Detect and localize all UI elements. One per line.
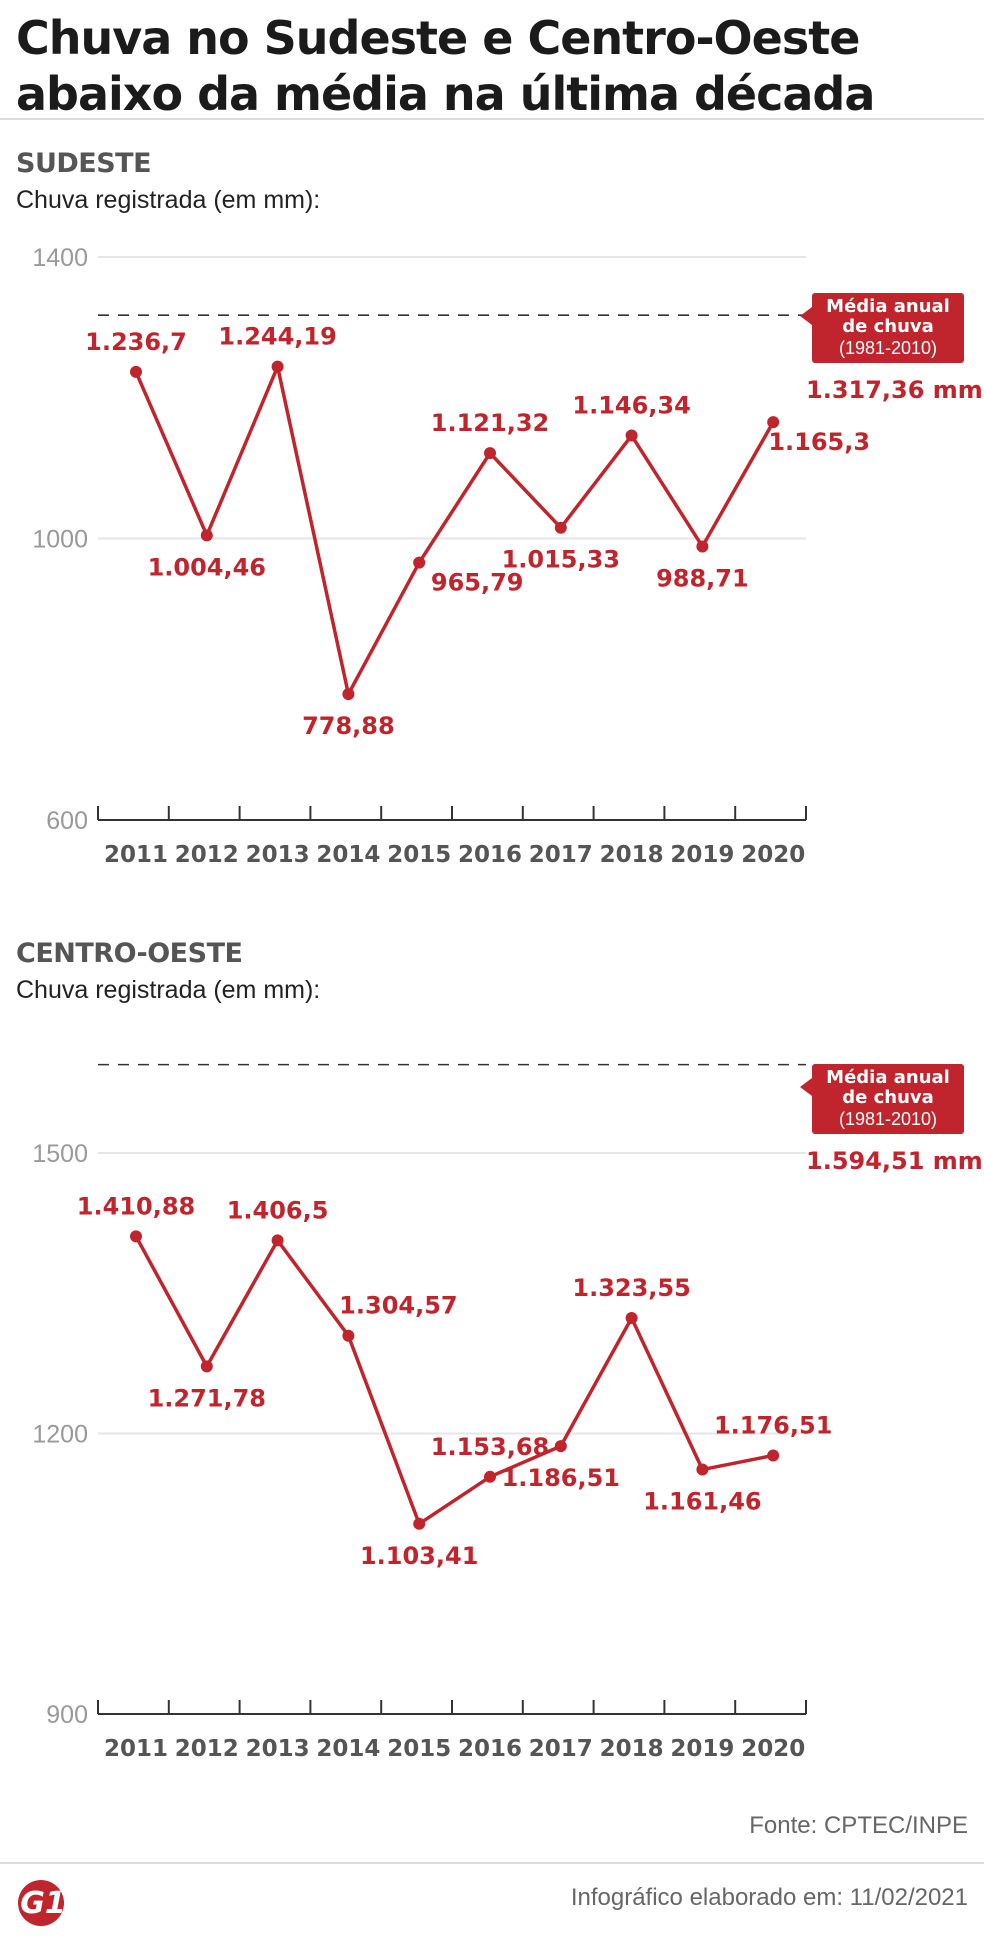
data-point [484,447,496,460]
page-title: Chuva no Sudeste e Centro-Oeste abaixo d… [16,11,875,121]
chart-1-ylabel: Chuva registrada (em mm): [16,186,321,214]
data-label: 1.236,7 [85,328,187,356]
x-tick-label: 2013 [246,842,310,868]
y-tick-label: 1000 [32,526,88,554]
x-tick-label: 2016 [458,842,522,868]
series-line [134,1235,774,1526]
g1-logo-text: G1 [20,1886,66,1921]
data-point [625,429,638,442]
data-label: 1.304,57 [339,1292,457,1320]
data-point [413,1517,426,1530]
data-point [271,1234,284,1247]
x-tick-label: 2020 [741,1736,805,1762]
x-tick-label: 2016 [458,1736,522,1762]
data-label: 1.004,46 [148,553,266,581]
series-line [134,364,775,696]
data-point [484,1470,496,1483]
g1-logo: G1 [18,1880,66,1926]
y-tick-label: 1200 [32,1421,88,1449]
data-point [696,540,709,553]
y-tick-label: 600 [46,807,88,835]
data-label: 778,88 [302,712,395,740]
data-label: 1.165,3 [768,428,870,456]
average-callout-period: (1981-2010) [838,338,938,358]
y-tick-label: 1400 [32,244,88,272]
x-tick-label: 2012 [175,1736,239,1762]
y-tick-label: 1500 [32,1140,88,1168]
data-point [767,416,780,429]
average-callout-period: (1981-2010) [838,1109,938,1129]
x-tick-label: 2011 [104,842,168,868]
footer-divider [0,1862,984,1864]
average-callout-1: Média anual de chuva (1981-2010) [800,293,964,363]
x-tick-label: 2019 [670,842,734,868]
data-label: 1.015,33 [502,546,620,574]
data-point [130,365,142,378]
x-tick-label: 2014 [316,842,380,868]
x-tick-label: 2012 [175,842,239,868]
chart-sudeste: 1400 1000 600 2011 2012 2013 2014 2015 2016 2017 2… [32,244,870,868]
data-label: 1.271,78 [148,1384,266,1412]
average-value-2: 1.594,51 mm [806,1147,983,1175]
data-label: 988,71 [656,564,749,592]
data-label: 1.410,88 [77,1192,195,1220]
data-label: 1.103,41 [360,1542,478,1570]
data-label: 1.161,46 [643,1488,761,1516]
footer-note: Infográfico elaborado em: 11/02/2021 [570,1884,968,1911]
data-point [200,529,213,542]
average-callout-label: Média anual de chuva [826,1067,950,1108]
data-label: 1.146,34 [572,392,690,420]
data-point [625,1311,638,1324]
data-point [554,1440,567,1453]
data-point [767,1449,780,1462]
y-tick-label: 900 [46,1701,88,1729]
x-tick-label: 2017 [529,1736,593,1762]
average-callout-label: Média anual de chuva [826,296,950,337]
data-label: 1.153,68 [431,1433,549,1461]
x-tick-label: 2014 [316,1736,380,1762]
x-tick-label: 2019 [670,1736,734,1762]
data-point [271,360,284,373]
x-tick-label: 2018 [600,1736,664,1762]
x-tick-label: 2015 [387,842,451,868]
chart-2-title: CENTRO-OESTE [16,938,243,969]
data-point [130,1230,142,1243]
chart-centro-oeste: 1500 1200 900 2011 2012 2013 2014 2015 2016 2017 2… [32,1063,832,1762]
chart-1-title: SUDESTE [16,148,152,179]
data-label: 1.244,19 [218,323,336,351]
data-label: 1.121,32 [431,409,549,437]
x-tick-label: 2013 [246,1736,310,1762]
x-tick-label: 2015 [387,1736,451,1762]
data-point [342,688,355,701]
x-tick-label: 2011 [104,1736,168,1762]
data-label: 1.176,51 [714,1411,832,1439]
data-point [554,521,567,534]
data-point [200,1360,213,1373]
data-label: 1.406,5 [227,1196,329,1224]
g1-logo-mark [18,1880,64,1926]
title-divider [0,118,984,120]
x-tick-label: 2017 [529,842,593,868]
data-label: 1.323,55 [572,1274,690,1302]
x-tick-label: 2020 [741,842,805,868]
data-point [342,1329,355,1342]
data-label: 965,79 [431,569,524,597]
data-point [413,556,426,569]
x-tick-label: 2018 [600,842,664,868]
average-value-1: 1.317,36 mm [806,376,983,404]
source-note: Fonte: CPTEC/INPE [749,1812,968,1839]
data-label: 1.186,51 [502,1464,620,1492]
data-point [696,1463,709,1476]
chart-2-ylabel: Chuva registrada (em mm): [16,976,321,1004]
average-callout-2: Média anual de chuva (1981-2010) [800,1064,964,1134]
